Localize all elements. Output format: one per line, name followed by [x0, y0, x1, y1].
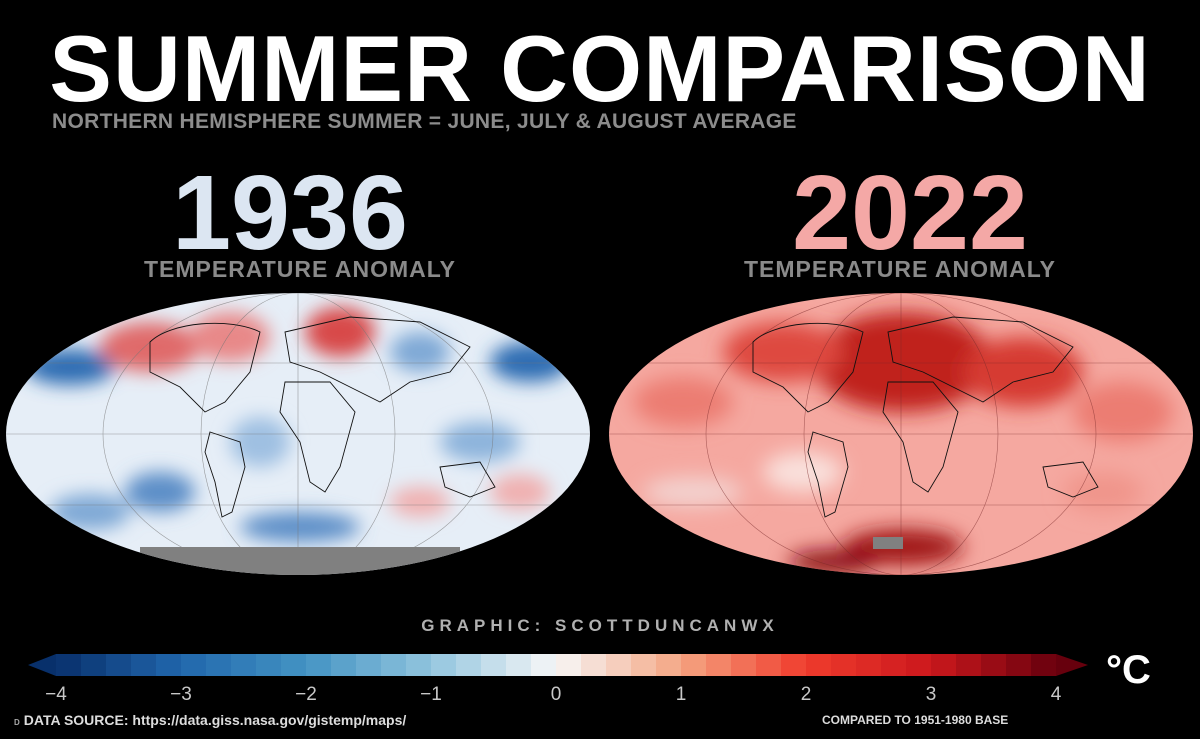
- colorbar-cell: [556, 654, 582, 676]
- source-marker: D: [14, 718, 20, 727]
- graphic-credit: GRAPHIC: SCOTTDUNCANWX: [421, 616, 779, 635]
- anomaly-map-2022: [609, 293, 1193, 575]
- colorbar-cell: [756, 654, 782, 676]
- colorbar-cell: [231, 654, 257, 676]
- data-source-text: DATA SOURCE: https://data.giss.nasa.gov/…: [23, 712, 407, 728]
- colorbar-ticks: −4 −3 −2 −1 0 1 2 3 4: [45, 684, 1062, 704]
- colorbar-cell: [831, 654, 857, 676]
- colorbar-cell: [81, 654, 107, 676]
- anomaly-label-right: TEMPERATURE ANOMALY: [743, 256, 1057, 282]
- colorbar-cell: [731, 654, 757, 676]
- page-title: SUMMER COMPARISON: [49, 16, 1151, 121]
- temperature-colorbar: −4 −3 −2 −1 0 1 2 3 4: [28, 654, 1088, 704]
- colorbar-cell: [706, 654, 732, 676]
- colorbar-cell: [1006, 654, 1032, 676]
- anomaly-label-left: TEMPERATURE ANOMALY: [143, 256, 457, 282]
- colorbar-cell: [781, 654, 807, 676]
- colorbar-tick-label: 0: [551, 684, 562, 704]
- colorbar-cell: [106, 654, 132, 676]
- colorbar-cell: [656, 654, 682, 676]
- colorbar-tick-label: 1: [676, 684, 687, 704]
- colorbar-cell: [606, 654, 632, 676]
- colorbar-cell: [981, 654, 1007, 676]
- colorbar-cell: [856, 654, 882, 676]
- colorbar-cell: [181, 654, 207, 676]
- colorbar-cell: [281, 654, 307, 676]
- colorbar-cell: [381, 654, 407, 676]
- colorbar-extend-min: [28, 654, 56, 676]
- colorbar-cells: [28, 654, 1088, 676]
- colorbar-tick-label: −4: [45, 684, 67, 704]
- colorbar-cell: [531, 654, 557, 676]
- colorbar-cell: [56, 654, 82, 676]
- colorbar-cell: [131, 654, 157, 676]
- colorbar-cell: [881, 654, 907, 676]
- colorbar-cell: [481, 654, 507, 676]
- subtitle: NORTHERN HEMISPHERE SUMMER = JUNE, JULY …: [52, 110, 797, 133]
- colorbar-tick-label: −2: [295, 684, 317, 704]
- colorbar-cell: [206, 654, 232, 676]
- colorbar-cell: [1031, 654, 1057, 676]
- colorbar-cell: [456, 654, 482, 676]
- colorbar-cell: [331, 654, 357, 676]
- colorbar-cell: [806, 654, 832, 676]
- colorbar-cell: [356, 654, 382, 676]
- colorbar-cell: [681, 654, 707, 676]
- colorbar-cell: [906, 654, 932, 676]
- colorbar-tick-label: −1: [420, 684, 442, 704]
- colorbar-cell: [956, 654, 982, 676]
- colorbar-cell: [156, 654, 182, 676]
- colorbar-cell: [256, 654, 282, 676]
- colorbar-cell: [406, 654, 432, 676]
- year-label-left: 1936: [172, 154, 408, 272]
- colorbar-extend-max: [1056, 654, 1088, 676]
- colorbar-cell: [431, 654, 457, 676]
- year-label-right: 2022: [792, 154, 1028, 272]
- data-source: D DATA SOURCE: https://data.giss.nasa.gov…: [14, 712, 406, 728]
- colorbar-cell: [306, 654, 332, 676]
- colorbar-cell: [506, 654, 532, 676]
- colorbar-tick-label: 3: [926, 684, 937, 704]
- colorbar-tick-label: 2: [801, 684, 812, 704]
- colorbar-tick-label: 4: [1051, 684, 1062, 704]
- anomaly-map-1936: [6, 293, 590, 575]
- colorbar-cell: [581, 654, 607, 676]
- colorbar-cell: [631, 654, 657, 676]
- base-period: COMPARED TO 1951-1980 BASE: [822, 713, 1009, 727]
- unit-label: °C: [1106, 648, 1151, 692]
- colorbar-tick-label: −3: [170, 684, 192, 704]
- colorbar-cell: [931, 654, 957, 676]
